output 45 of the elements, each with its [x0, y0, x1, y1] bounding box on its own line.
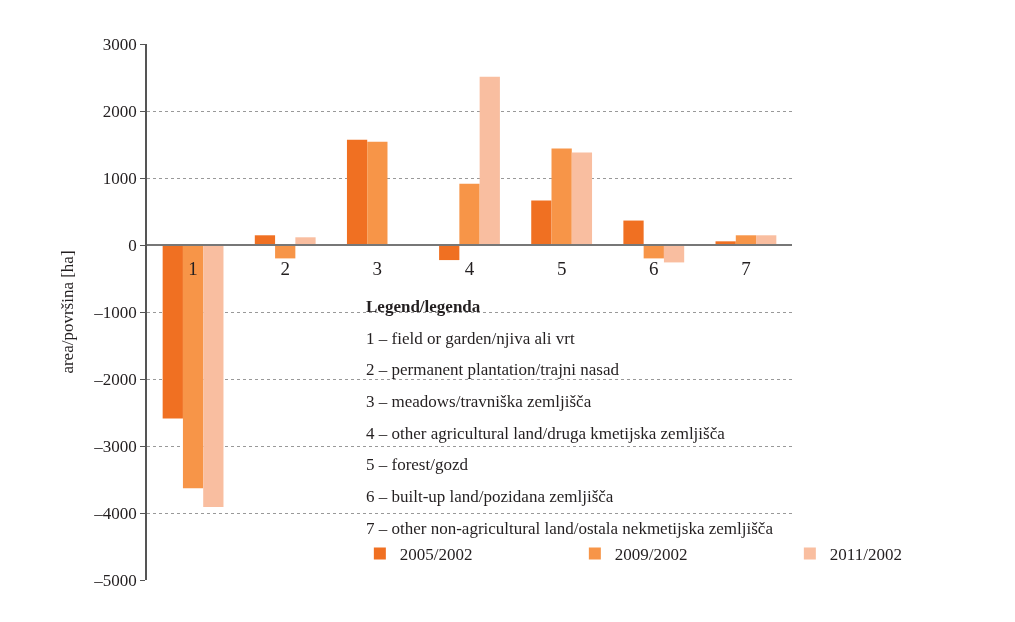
bar [663, 245, 685, 263]
bar [367, 141, 388, 245]
y-tick-label: 0 [128, 235, 137, 255]
bar [459, 183, 480, 245]
y-tick-label: –2000 [93, 369, 137, 389]
annotation: 4 – other agricultural land/druga kmetijska zemljišča [366, 424, 726, 443]
x-tick-label: 7 [741, 257, 751, 279]
y-tick-label: 3000 [102, 34, 137, 54]
y-tick-label: –1000 [93, 302, 137, 322]
bar [551, 148, 572, 245]
annotation: 6 – built-up land/pozidana zemljišča [366, 487, 614, 506]
bar [623, 220, 644, 245]
y-tick-label: –5000 [93, 570, 137, 590]
annotation: Legend/legenda [366, 297, 481, 316]
annotation: 3 – meadows/travniška zemljišča [366, 392, 592, 411]
x-tick-label: 1 [188, 257, 198, 279]
annotation: 5 – forest/gozd [366, 455, 469, 474]
x-tick-label: 5 [556, 257, 567, 279]
bar [182, 245, 204, 489]
annotation: 7 – other non-agricultural land/ostala nekmetijska zemljišča [366, 519, 774, 538]
bar [756, 235, 777, 245]
bar [571, 152, 593, 245]
bar [346, 139, 368, 245]
y-tick-label: 1000 [102, 168, 137, 188]
x-tick-label: 6 [649, 257, 659, 279]
bar [295, 237, 316, 245]
y-tick-label: 2000 [102, 101, 137, 121]
x-tick-label: 2 [280, 257, 290, 279]
bar [203, 245, 224, 507]
bar [531, 200, 552, 245]
bar [162, 245, 183, 419]
bar [439, 245, 460, 261]
bar [479, 76, 500, 245]
y-axis-title: area/površina [ha] [58, 250, 78, 374]
y-tick-label: –4000 [93, 503, 137, 523]
annotation: 2 – permanent plantation/trajni nasad [366, 360, 620, 379]
annotation: 1 – field or garden/njiva ali vrt [366, 329, 575, 348]
y-tick-label: –3000 [93, 436, 137, 456]
bar [254, 235, 276, 245]
legend-label: 2011/2002 [829, 545, 902, 565]
bar [735, 235, 757, 245]
x-tick-label: 3 [372, 257, 383, 279]
legend-label: 2005/2002 [399, 545, 473, 565]
x-tick-label: 4 [464, 257, 475, 279]
legend-label: 2009/2002 [614, 545, 688, 565]
